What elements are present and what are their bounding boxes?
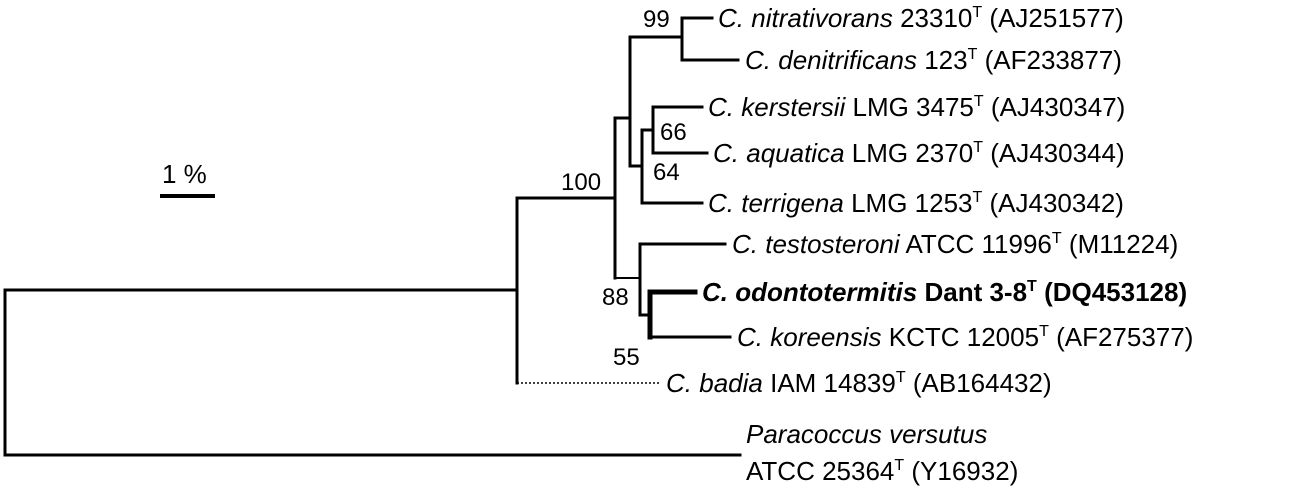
taxon-label-aquatica: C. aquatica LMG 2370T (AJ430344) [713,138,1125,168]
taxon-label-badia: C. badia IAM 14839T (AB164432) [666,368,1052,398]
bootstrap-100: 100 [561,169,601,196]
taxon-label-odontotermitis: C. odontotermitis Dant 3-8T (DQ453128) [702,277,1187,307]
taxon-label-testosteroni: C. testosteroni ATCC 11996T (M11224) [732,229,1178,259]
bootstrap-64: 64 [653,159,680,186]
taxon-label-terrigena: C. terrigena LMG 1253T (AJ430342) [708,188,1124,218]
outgroup-name: Paracoccus versutus [746,419,987,449]
tree-branches [3,16,742,457]
scale-bar: 1 % [160,159,215,198]
outgroup-strain-label: ATCC 25364T (Y16932) [746,456,1018,486]
taxon-label-denitrificans: C. denitrificans 123T (AF233877) [745,45,1122,75]
bootstrap-66: 66 [660,119,687,146]
scale-bar-label: 1 % [162,159,207,189]
bootstrap-values: 99 100 66 64 88 55 [561,6,687,371]
bootstrap-99: 99 [643,6,670,33]
bootstrap-55: 55 [613,344,640,371]
taxon-label-nitrativorans: C. nitrativorans 23310T (AJ251577) [718,3,1124,33]
taxon-labels: C. nitrativorans 23310T (AJ251577) C. de… [666,3,1193,486]
taxon-label-koreensis: C. koreensis KCTC 12005T (AF275377) [737,322,1193,352]
bootstrap-88: 88 [602,284,629,311]
taxon-label-kerstersii: C. kerstersii LMG 3475T (AJ430347) [708,92,1125,122]
